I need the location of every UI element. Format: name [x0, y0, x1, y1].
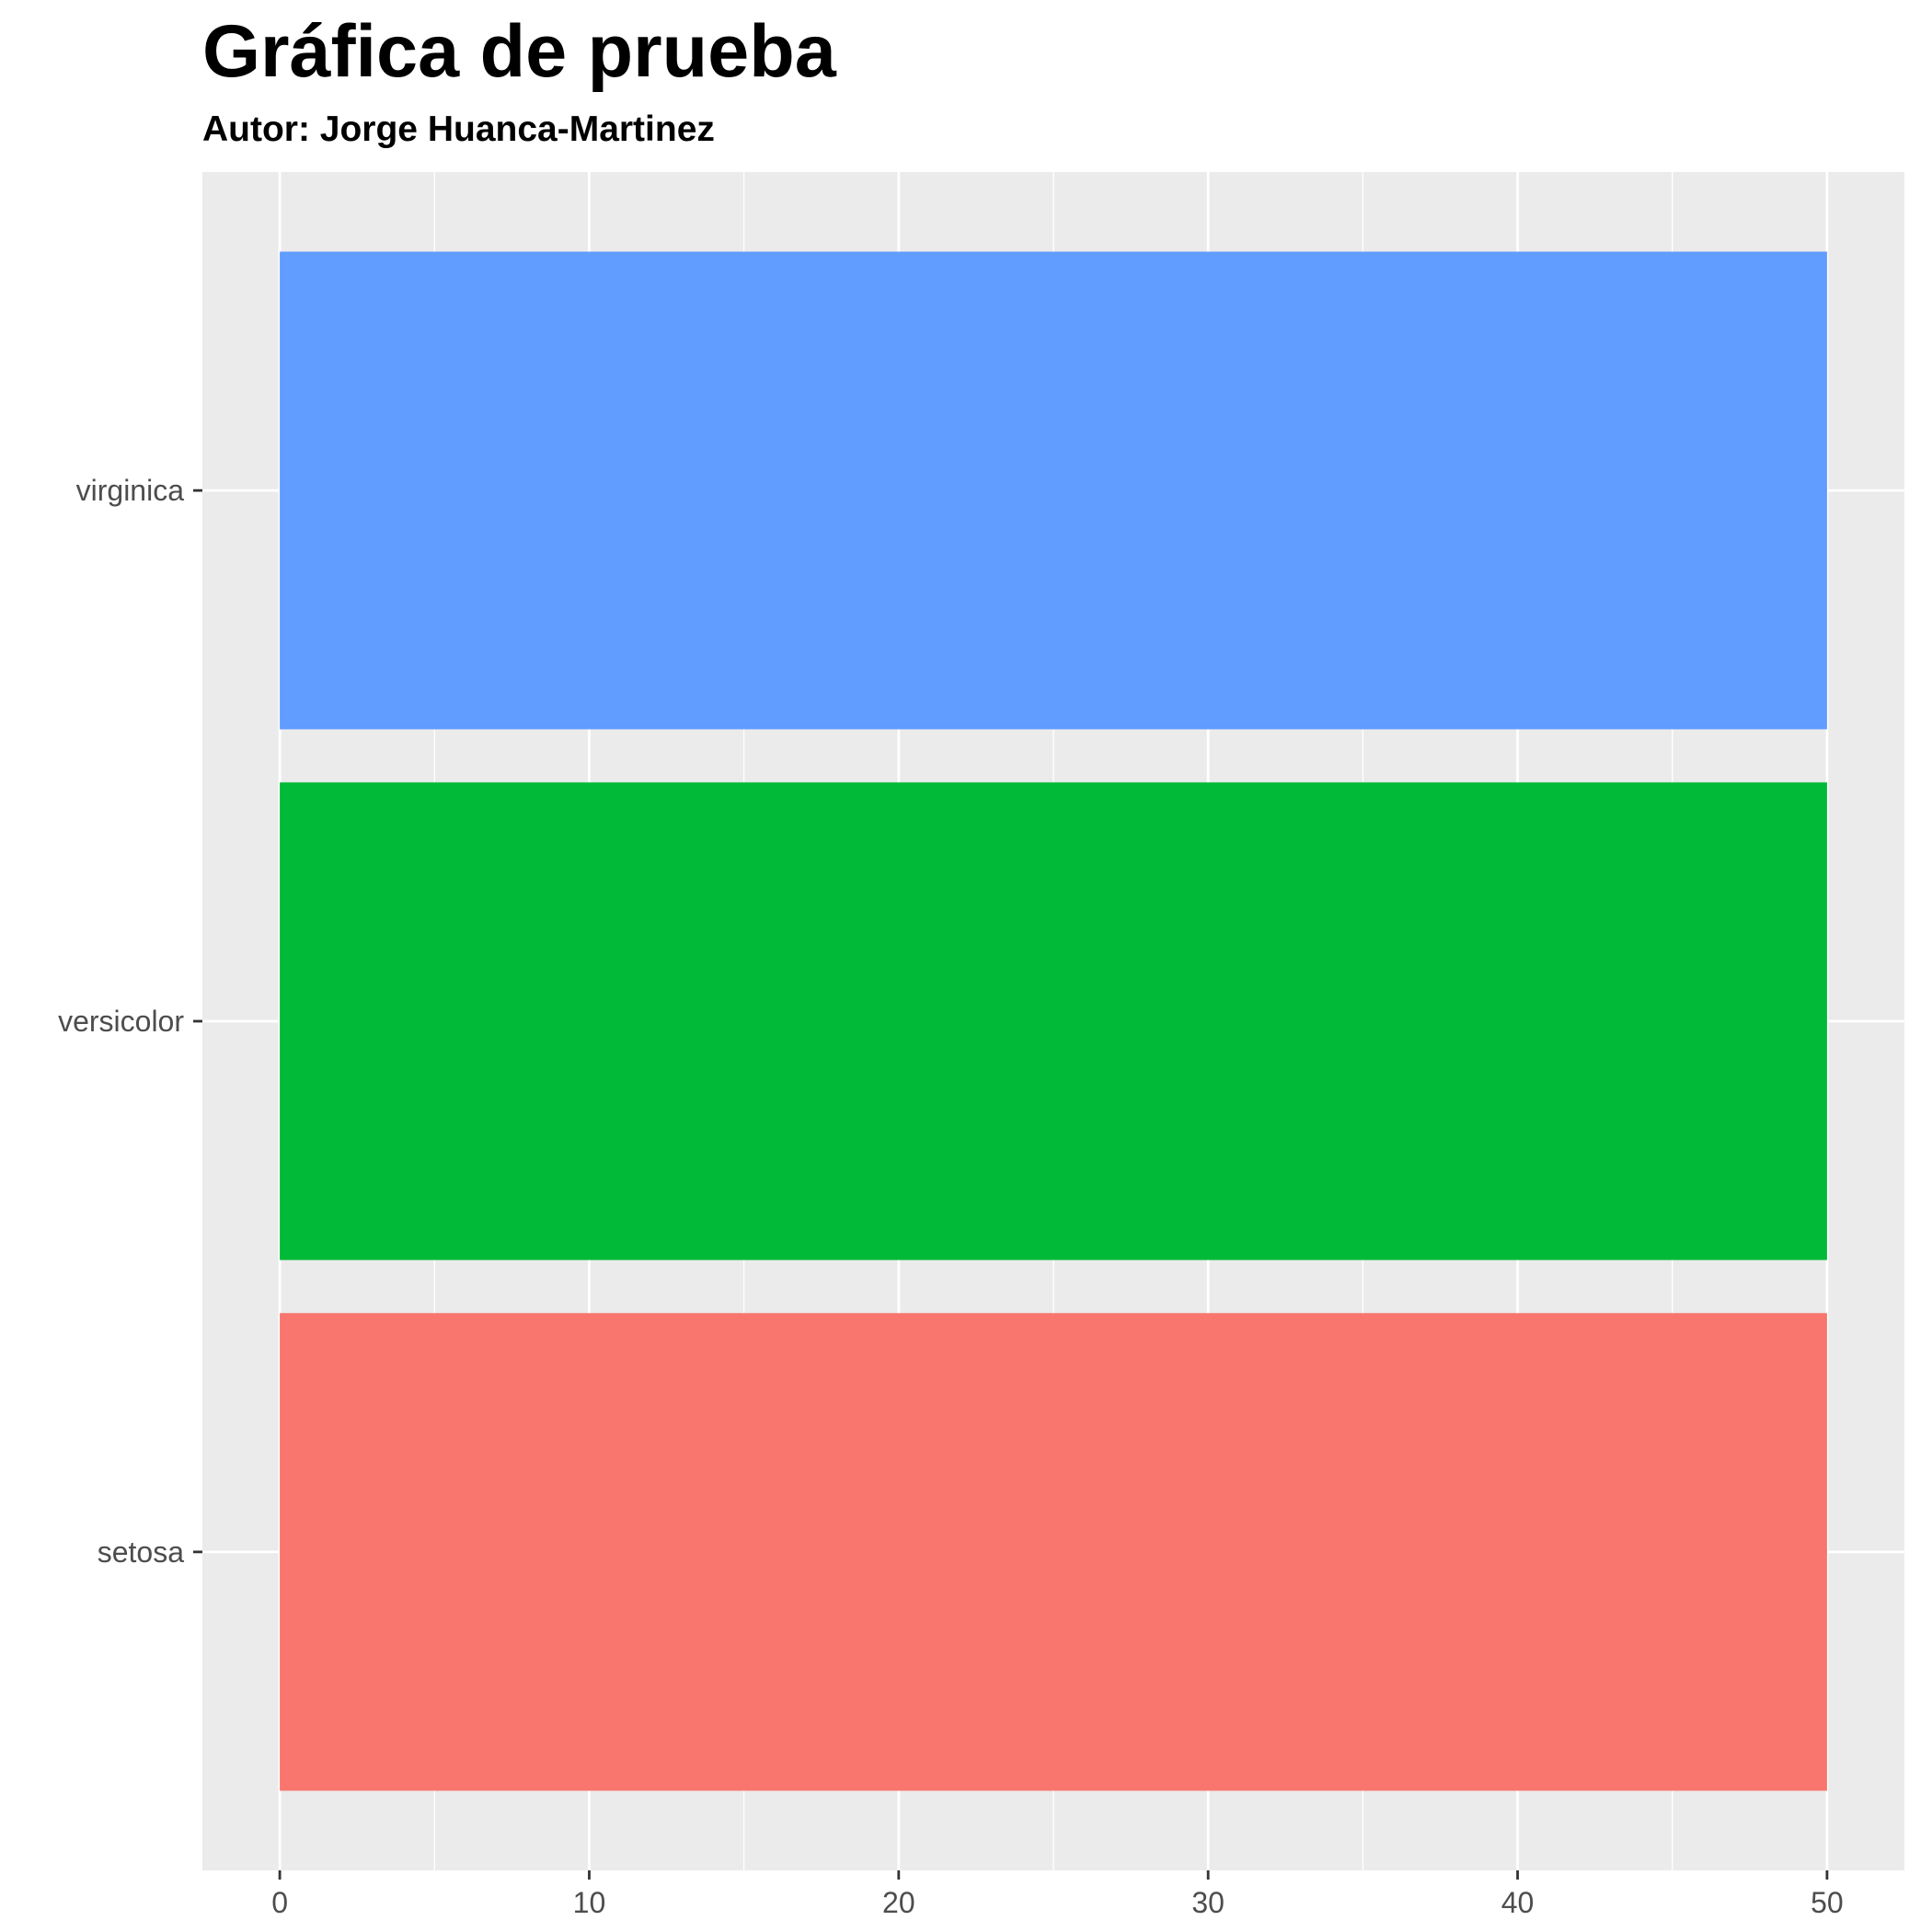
y-axis-tick-label: virginica — [76, 474, 185, 507]
x-axis-tick-label: 30 — [1191, 1886, 1225, 1919]
y-axis-tick-label: versicolor — [58, 1005, 184, 1038]
x-axis-tick-label: 40 — [1501, 1886, 1535, 1919]
x-axis-tick-label: 0 — [271, 1886, 288, 1919]
bar-virginica — [280, 251, 1827, 730]
bar-versicolor — [280, 782, 1827, 1260]
x-axis-tick-label: 20 — [882, 1886, 915, 1919]
x-axis-tick-label: 10 — [573, 1886, 606, 1919]
x-axis-tick-label: 50 — [1811, 1886, 1844, 1919]
chart-title: Gráfica de prueba — [202, 10, 836, 93]
bar-setosa — [280, 1313, 1827, 1791]
y-axis-tick-label: setosa — [98, 1535, 184, 1569]
chart-subtitle: Autor: Jorge Huanca-Martinez — [202, 109, 715, 149]
